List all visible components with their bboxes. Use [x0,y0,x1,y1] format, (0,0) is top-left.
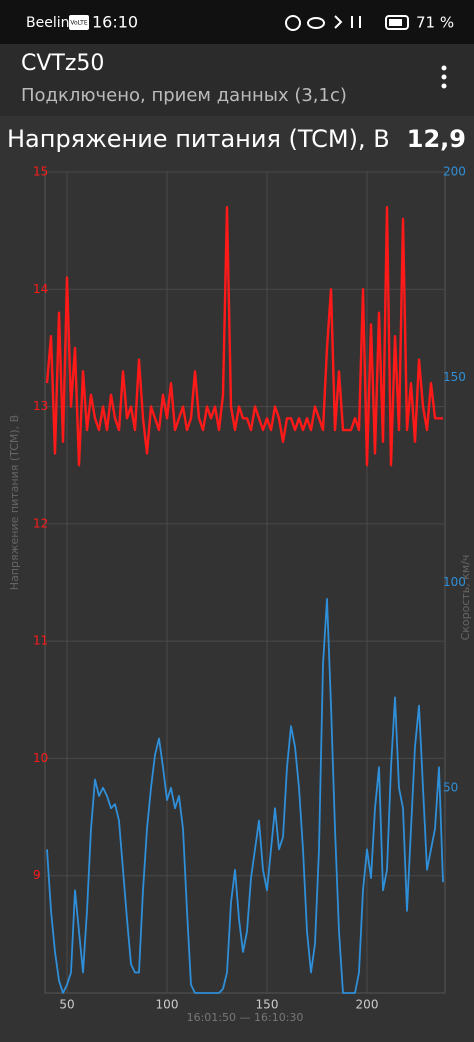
app-subtitle: Подключено, прием данных (3,1с) [21,85,347,106]
x-tick-label: 150 [256,998,279,1012]
y2-tick-label: 200 [443,165,466,179]
clock: 16:10 [92,13,138,32]
network: VoLTE [70,20,87,27]
y-tick-label: 13 [33,399,48,413]
y2-tick-label: 150 [443,370,466,384]
x-tick-label: 200 [356,998,379,1012]
series-line [45,205,443,467]
battery-level [389,19,402,26]
y2-axis-label: Скорость, км/ч [459,555,472,641]
y2-tick-label: 100 [443,575,466,589]
x-tick-label: 100 [156,998,179,1012]
y-tick-label: 9 [33,868,41,882]
header-label: Напряжение питания (TCM), В [7,125,390,153]
x-axis-label: 16:01:50 — 16:10:30 [187,1011,304,1024]
chart: 9 10 11 12 13 14 15 50 100 150 200 50 100 150 200 16:01… [8,165,472,1025]
y-tick-label: 11 [33,634,48,648]
app-title: CVTz50 [21,51,104,76]
volte-badge [69,15,89,30]
x-tick-label: 50 [59,998,74,1012]
y-tick-label: 12 [33,516,48,530]
y-tick-label: 10 [33,751,48,765]
y-axis-label: Напряжение питания (TCM), В [8,415,21,590]
carrier: Beeline [26,15,78,31]
menu-button[interactable] [441,65,447,89]
battery: 71 % [416,14,454,32]
y-tick-label: 15 [33,165,48,179]
header-value: 12,9 [407,125,466,153]
y-tick-label: 14 [33,282,48,296]
y2-tick-label: 50 [443,780,458,794]
series-line [46,598,444,994]
app-bar [0,44,474,116]
